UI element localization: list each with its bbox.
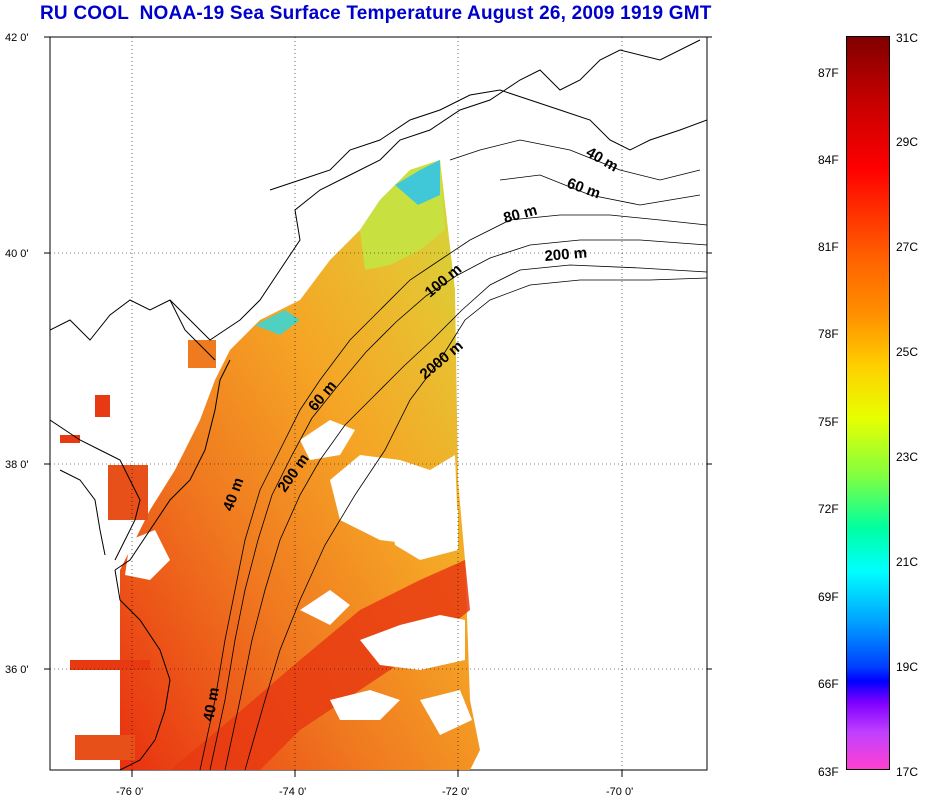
graticule xyxy=(50,37,707,770)
cold-patch xyxy=(395,160,440,205)
colorbar-fahrenheit-label: 81F xyxy=(818,240,839,254)
lat-label: 38 0' xyxy=(5,459,29,471)
bay-patch xyxy=(188,340,216,368)
colorbar-celsius-label: 31C xyxy=(896,31,919,45)
lon-label: -70 0' xyxy=(606,786,633,798)
colorbar-celsius-label: 27C xyxy=(896,240,919,254)
lat-label: 42 0' xyxy=(5,32,29,44)
contour-label: 200 m xyxy=(544,244,588,265)
colorbar-fahrenheit-label: 87F xyxy=(818,66,839,80)
map-title: RU COOL NOAA-19 Sea Surface Temperature … xyxy=(40,3,712,24)
axis-ticks xyxy=(44,36,712,777)
bay-patch xyxy=(108,465,148,520)
colorbar-fahrenheit-label: 69F xyxy=(818,590,839,604)
colorbar-fahrenheit-label: 66F xyxy=(818,677,839,691)
colorbar-fahrenheit-label: 75F xyxy=(818,415,839,429)
colorbar-celsius-label: 29C xyxy=(896,135,919,149)
bay-patch xyxy=(70,660,150,670)
cold-patch-2 xyxy=(255,310,300,335)
colorbar-fahrenheit-label: 63F xyxy=(818,765,839,779)
lon-label: -74 0' xyxy=(279,786,306,798)
bay-patch xyxy=(95,395,110,417)
warm-core xyxy=(170,560,470,770)
lat-label: 40 0' xyxy=(5,248,29,260)
lon-label: -72 0' xyxy=(442,786,469,798)
colorbar-fahrenheit-label: 84F xyxy=(818,153,839,167)
bay-patch xyxy=(75,735,135,760)
colorbar-celsius-label: 17C xyxy=(896,765,919,779)
colorbar xyxy=(846,36,890,770)
bay-patch xyxy=(60,435,80,443)
coastline xyxy=(50,39,707,770)
bathymetry-contours xyxy=(199,139,707,770)
colorbar-fahrenheit-label: 72F xyxy=(818,502,839,516)
lon-label: -76 0' xyxy=(116,786,143,798)
colorbar-celsius-label: 21C xyxy=(896,555,919,569)
colorbar-celsius-label: 19C xyxy=(896,660,919,674)
colorbar-celsius-label: 25C xyxy=(896,345,919,359)
cloud-gaps xyxy=(125,420,472,735)
colorbar-fahrenheit-label: 78F xyxy=(818,327,839,341)
lat-label: 36 0' xyxy=(5,664,29,676)
contour-label: 40 m xyxy=(200,686,223,723)
colorbar-celsius-label: 23C xyxy=(896,450,919,464)
